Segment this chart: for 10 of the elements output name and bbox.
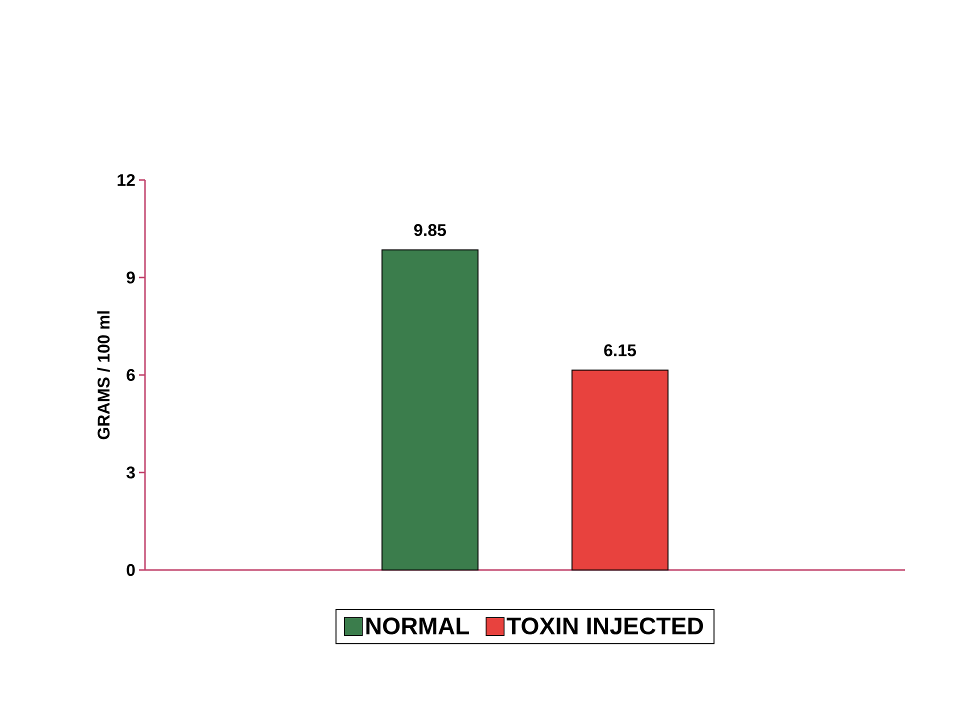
data-label: 9.85: [414, 224, 446, 236]
y-tick-label: 6: [126, 369, 135, 381]
y-tick-label: 0: [126, 564, 135, 576]
legend-label: NORMAL: [366, 618, 469, 634]
data-label: 6.15: [604, 344, 636, 356]
y-axis-title: GRAMS / 100 ml: [97, 311, 110, 440]
y-tick-label: 12: [118, 174, 135, 186]
legend-label: TOXIN INJECTED: [506, 618, 703, 634]
y-tick-label: 3: [126, 466, 135, 479]
y-tick-label: 9: [126, 272, 135, 284]
